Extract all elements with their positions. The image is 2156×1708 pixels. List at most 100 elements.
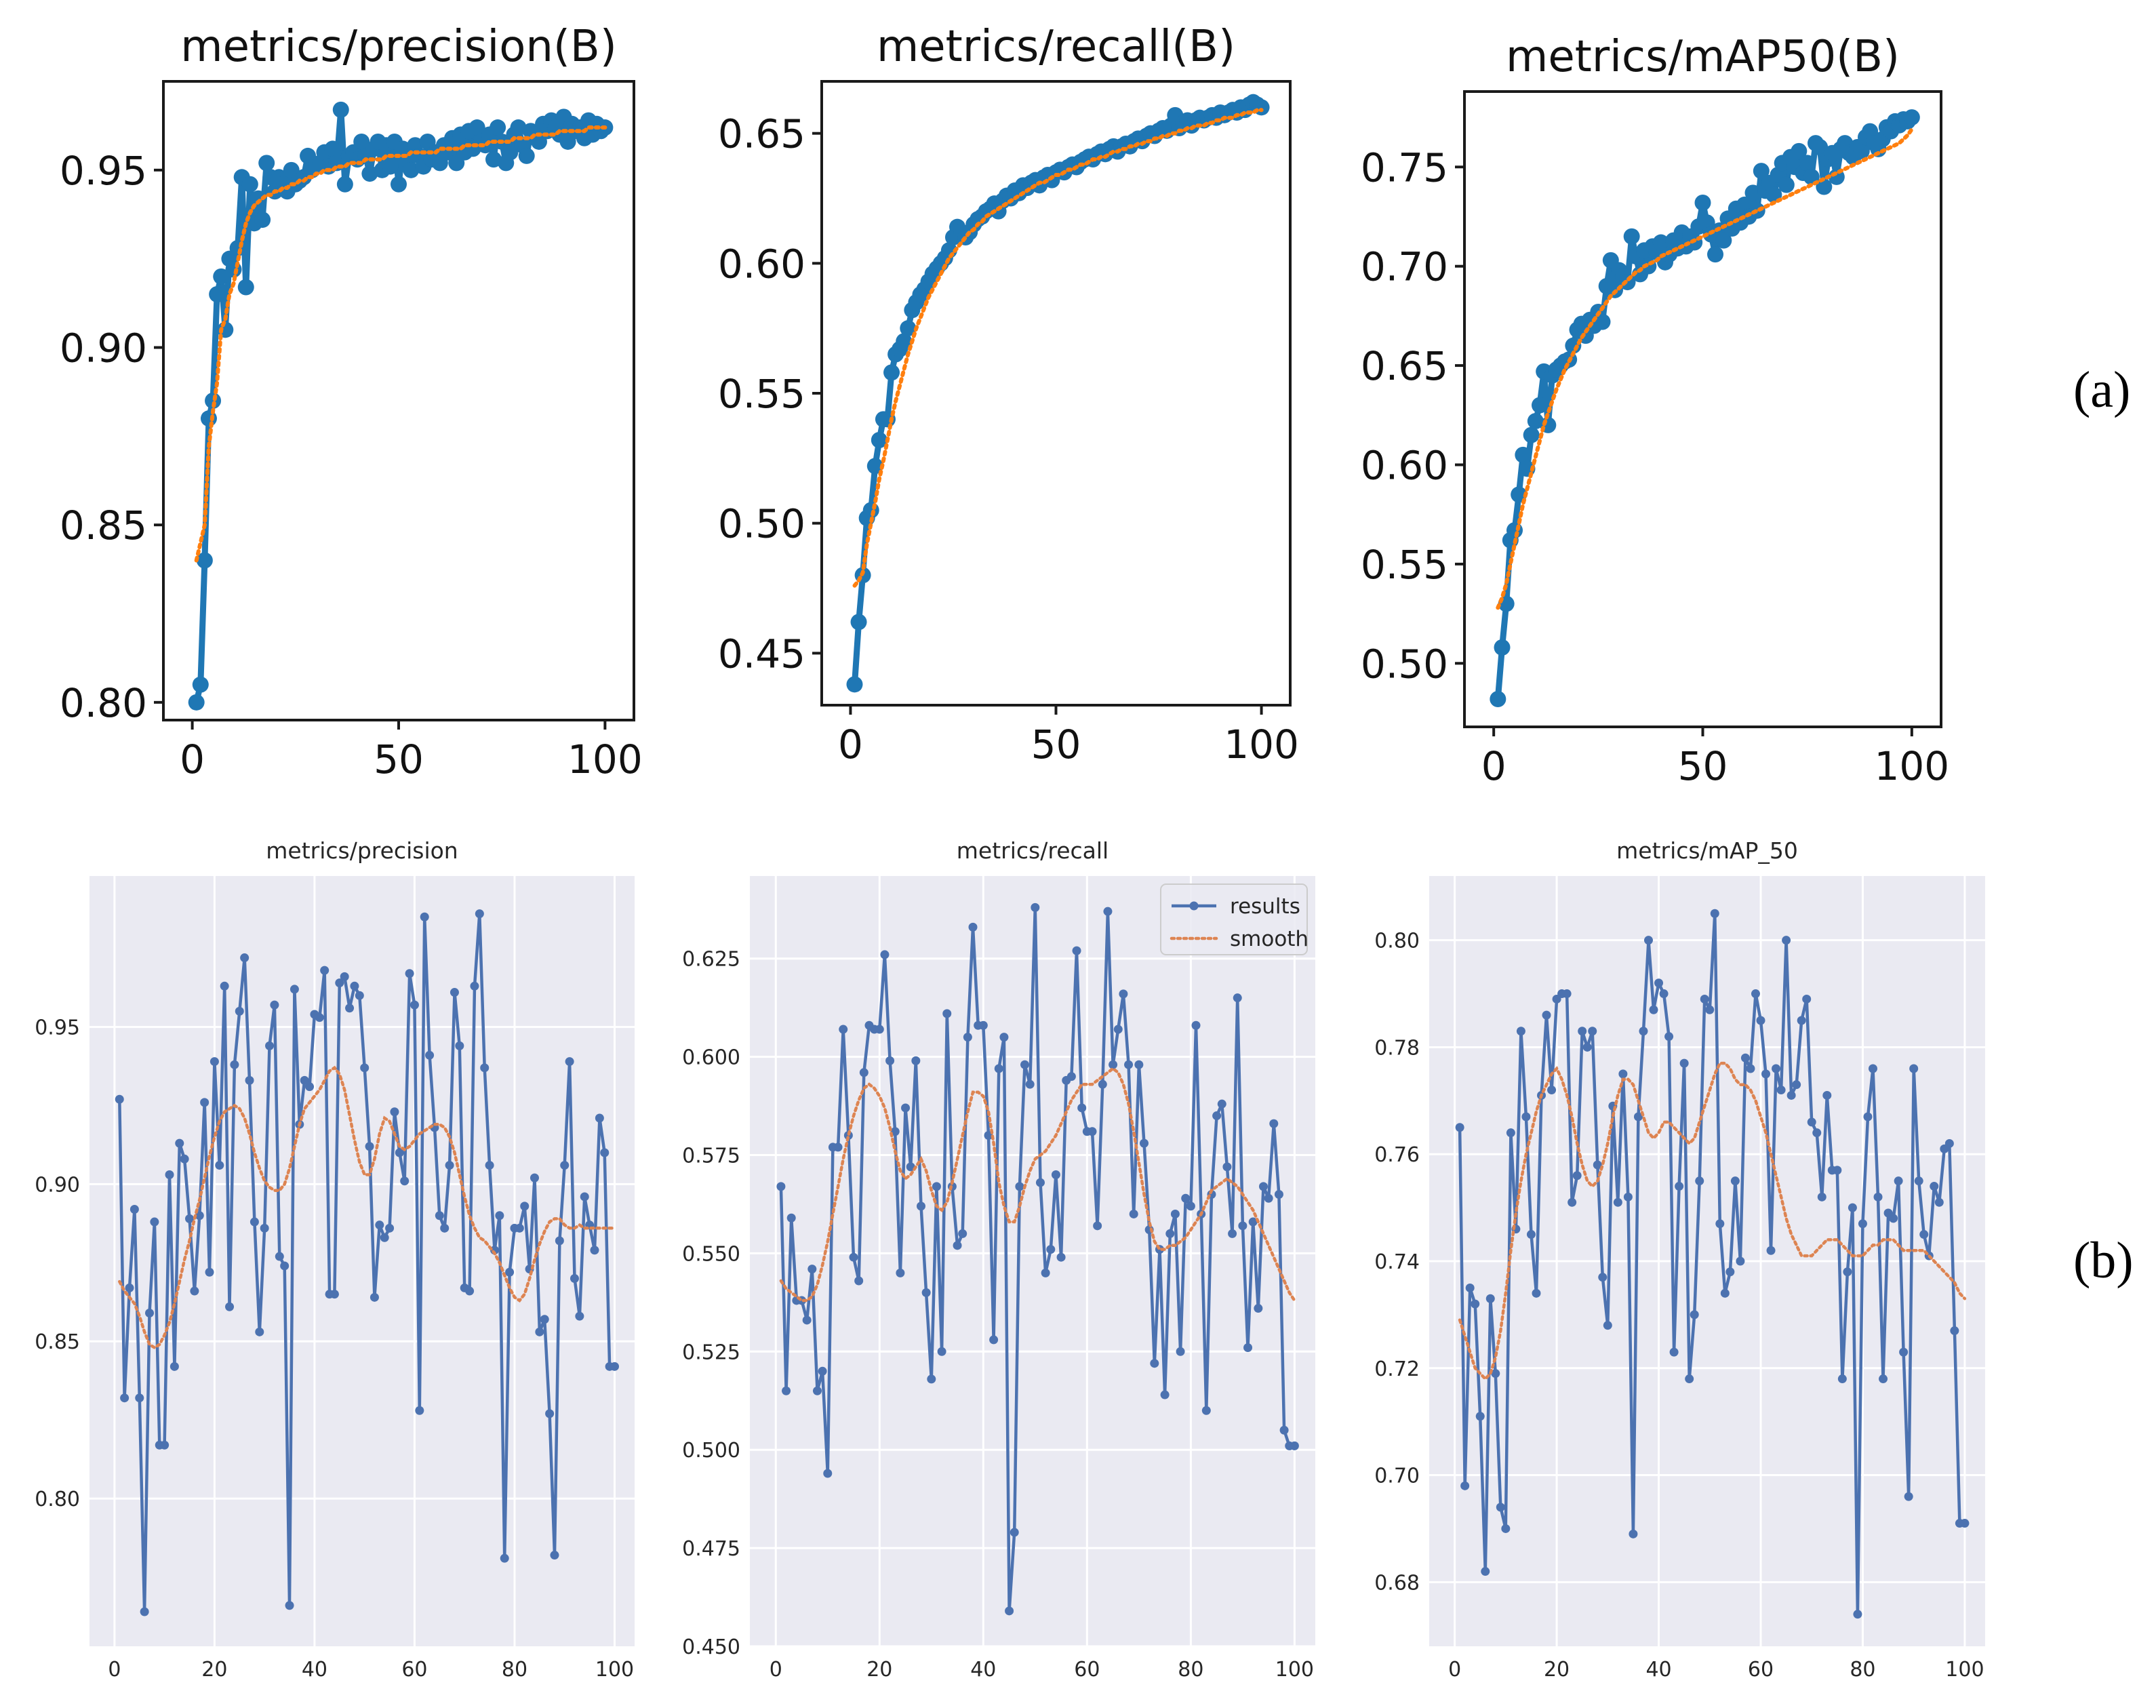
y-tick-label: 0.60 (718, 241, 805, 287)
data-point (1715, 1219, 1725, 1229)
data-point (1598, 1273, 1608, 1282)
data-point (1515, 446, 1532, 463)
data-point (185, 1214, 195, 1223)
data-point (890, 1127, 900, 1136)
data-point (360, 1063, 370, 1073)
x-tick-label: 20 (201, 1658, 227, 1682)
y-tick-label: 0.80 (35, 1488, 80, 1511)
data-point (320, 966, 330, 975)
data-point (600, 1148, 610, 1157)
data-point (1031, 902, 1040, 912)
data-point (555, 1236, 564, 1246)
data-point (209, 1057, 219, 1067)
series-results-line (779, 906, 1295, 1613)
x-tick-label: 0 (1448, 1658, 1461, 1682)
data-point (1894, 1176, 1903, 1186)
data-point (450, 988, 459, 997)
data-point (1547, 1086, 1557, 1095)
data-point (1140, 1138, 1149, 1148)
data-point (1485, 1294, 1495, 1303)
legend-label-results: results (1230, 894, 1300, 919)
data-point (1720, 1288, 1730, 1298)
data-point (921, 1288, 931, 1297)
data-point (145, 1309, 155, 1318)
data-point (1675, 1182, 1684, 1191)
data-point (1802, 994, 1812, 1004)
data-point (440, 1223, 450, 1233)
data-point (999, 1033, 1009, 1042)
data-point (1659, 989, 1669, 999)
x-tick-label: 100 (1945, 1658, 1984, 1682)
data-point (125, 1283, 134, 1292)
data-point (1481, 1567, 1490, 1576)
data-point (1501, 1524, 1511, 1533)
data-point (1868, 1064, 1877, 1073)
data-point (361, 165, 378, 182)
data-point (989, 1335, 999, 1345)
data-point (1475, 1412, 1485, 1421)
data-point (1740, 1053, 1750, 1062)
data-point (1516, 1027, 1525, 1036)
y-tick-label: 0.78 (1374, 1036, 1420, 1060)
data-point (1652, 234, 1669, 251)
data-point (265, 1041, 275, 1050)
data-point (1623, 228, 1640, 245)
data-point (883, 364, 900, 381)
data-point (209, 286, 226, 302)
data-point (1165, 1229, 1175, 1238)
data-point (871, 432, 887, 448)
data-point (332, 101, 349, 118)
data-point (215, 1161, 224, 1170)
data-point (1930, 1182, 1939, 1191)
y-tick-label: 0.70 (1361, 244, 1448, 290)
chart-b2: metrics/recall 0.450 0.475 0.500 0.525 0.550 0… (682, 837, 1315, 1682)
data-point (1903, 109, 1920, 126)
data-point (1233, 993, 1242, 1003)
y-tick-label: 0.65 (718, 111, 805, 157)
data-point (1238, 1221, 1247, 1231)
data-point (1822, 1090, 1832, 1100)
data-point (1700, 994, 1709, 1004)
data-point (1098, 1079, 1107, 1089)
x-tick-label: 60 (1074, 1658, 1100, 1682)
data-point (255, 1327, 264, 1336)
data-point (1837, 1374, 1847, 1384)
data-point (953, 1241, 962, 1250)
data-point (315, 1013, 324, 1022)
data-point (1690, 1310, 1699, 1319)
data-point (565, 1057, 574, 1067)
data-point (300, 1075, 309, 1085)
data-point (1150, 1359, 1159, 1368)
data-point (1201, 1406, 1211, 1415)
data-point (1582, 1042, 1592, 1052)
x-tick-label: 50 (374, 736, 424, 782)
data-point (1578, 1027, 1587, 1036)
data-point (1654, 978, 1664, 988)
data-point (200, 1098, 209, 1107)
data-point (1776, 1086, 1786, 1095)
data-point (385, 1223, 395, 1233)
y-tick-label: 0.75 (1361, 144, 1448, 191)
x-tick-label: 0 (770, 1658, 782, 1682)
data-point (1707, 246, 1723, 263)
data-point (1782, 936, 1791, 945)
data-point (978, 1020, 988, 1030)
data-point (1593, 1160, 1602, 1170)
data-point (500, 1553, 509, 1563)
data-point (1228, 1229, 1237, 1238)
data-point (580, 1192, 589, 1201)
data-point (1087, 1127, 1097, 1136)
data-point (1746, 1064, 1755, 1073)
chart-title: metrics/recall(B) (877, 22, 1235, 72)
x-tick-label: 0 (838, 721, 863, 768)
data-point (535, 1327, 544, 1336)
data-point (570, 1274, 579, 1284)
panel-label-b: (b) (2073, 1232, 2134, 1289)
data-point (1181, 1193, 1191, 1203)
data-point (540, 1315, 549, 1324)
data-point (595, 1113, 604, 1123)
data-point (1186, 1201, 1195, 1211)
data-point (1761, 1069, 1771, 1079)
chart-title: metrics/precision(B) (180, 22, 617, 72)
y-tick-label: 0.72 (1374, 1357, 1420, 1381)
